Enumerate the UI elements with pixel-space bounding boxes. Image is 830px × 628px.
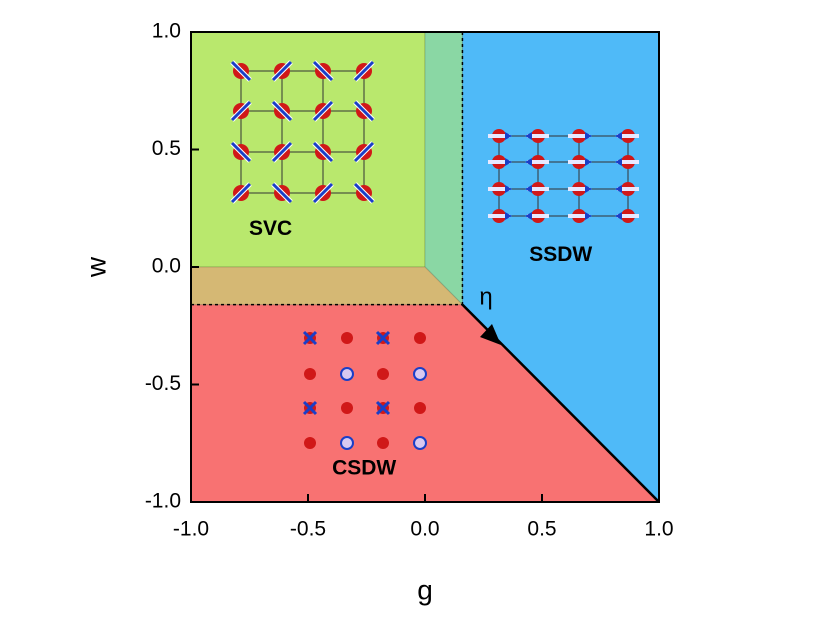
site: [341, 332, 353, 344]
spin-arrow-head: [585, 132, 592, 140]
y-tick-label: 0.5: [152, 137, 181, 160]
spin-arrow: [271, 182, 293, 204]
spin-arrow-head: [525, 212, 532, 220]
spin-arrow: [271, 141, 293, 163]
site: [341, 402, 353, 414]
spin-arrow: [230, 100, 252, 122]
spin-cross: [375, 330, 391, 346]
x-tick-label: -1.0: [173, 518, 209, 541]
spin-arrow-head: [525, 132, 532, 140]
spin-arrow: [353, 182, 375, 204]
y-tick-label: 0.0: [152, 255, 181, 278]
spin-arrow: [271, 100, 293, 122]
spin-cross: [302, 330, 318, 346]
spin-arrow: [312, 182, 334, 204]
region-label: CSDW: [332, 457, 396, 480]
x-tick-label: 1.0: [644, 518, 673, 541]
spin-arrow: [230, 141, 252, 163]
spin-arrow-head: [585, 212, 592, 220]
site: [340, 367, 354, 381]
x-axis-label: g: [417, 574, 433, 605]
spin-arrow-head: [615, 158, 622, 166]
spin-arrow-head: [615, 185, 622, 193]
region-label: SVC: [249, 217, 292, 240]
lattice-icons: [230, 60, 639, 450]
site: [377, 437, 389, 449]
spin-arrow-head: [585, 185, 592, 193]
spin-arrow: [353, 100, 375, 122]
spin-arrow: [230, 60, 252, 82]
arrow-head: [480, 324, 501, 345]
y-tick-label: -1.0: [145, 490, 181, 513]
region-label: SSDW: [529, 243, 592, 266]
y-tick-label: 1.0: [152, 20, 181, 43]
spin-arrow: [230, 182, 252, 204]
spin-arrow-head: [505, 212, 512, 220]
phase-region: [190, 266, 464, 306]
x-tick-label: 0.0: [410, 518, 439, 541]
spin-arrow-head: [585, 158, 592, 166]
spin-arrow-head: [505, 158, 512, 166]
spin-arrow: [312, 100, 334, 122]
spin-arrow: [312, 141, 334, 163]
y-tick-label: -0.5: [145, 372, 181, 395]
site: [377, 368, 389, 380]
spin-arrow: [312, 60, 334, 82]
spin-arrow-head: [525, 185, 532, 193]
spin-arrow-head: [505, 185, 512, 193]
site: [414, 402, 426, 414]
spin-arrow-head: [615, 132, 622, 140]
spin-arrow: [353, 141, 375, 163]
site: [304, 437, 316, 449]
annotation: η: [479, 283, 492, 310]
site: [413, 367, 427, 381]
phase-region: [424, 31, 463, 306]
spin-arrow-head: [505, 132, 512, 140]
spin-arrow: [271, 60, 293, 82]
phase-region: [190, 31, 426, 268]
spin-arrow-head: [615, 212, 622, 220]
y-axis-label: w: [80, 256, 111, 278]
site: [304, 368, 316, 380]
site: [340, 436, 354, 450]
spin-cross: [375, 400, 391, 416]
x-tick-label: -0.5: [290, 518, 326, 541]
site: [414, 332, 426, 344]
site: [413, 436, 427, 450]
spin-cross: [302, 400, 318, 416]
x-tick-label: 0.5: [527, 518, 556, 541]
spin-arrow-head: [525, 158, 532, 166]
spin-arrow: [353, 60, 375, 82]
